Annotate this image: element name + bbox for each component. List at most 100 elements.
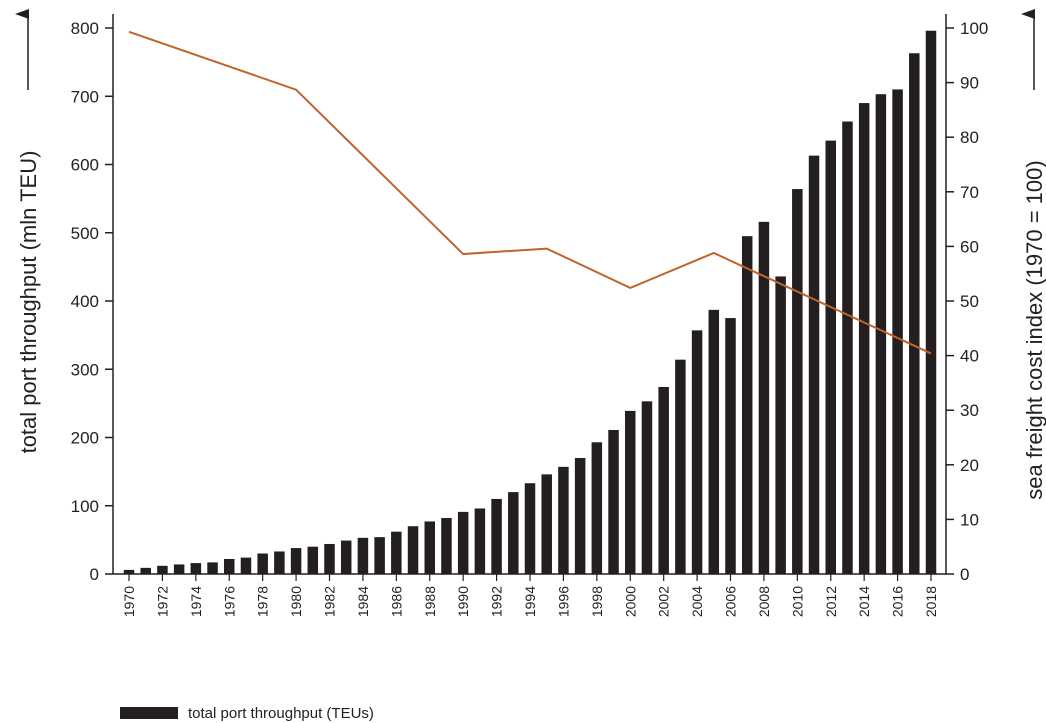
bar-1979	[274, 551, 285, 574]
right-tick-label: 70	[960, 183, 979, 202]
x-tick-label: 1984	[355, 586, 371, 617]
bar-1994	[524, 483, 536, 574]
bar-1993	[508, 492, 519, 574]
bar-1989	[441, 518, 452, 574]
bar-1980	[290, 548, 302, 574]
right-tick-label: 60	[960, 237, 979, 256]
x-tick-label: 1998	[589, 586, 605, 617]
x-tick-label: 2006	[723, 586, 739, 617]
bar-1990	[457, 511, 469, 574]
bar-1972	[157, 565, 168, 574]
right-tick-label: 30	[960, 401, 979, 420]
bar-1981	[307, 546, 319, 574]
right-axis-ticks: 0 10 20 30 40 50 60 70 80 90 100	[946, 19, 988, 584]
right-tick-label: 50	[960, 292, 979, 311]
bar-2002	[658, 387, 669, 574]
x-tick-label: 1978	[255, 586, 271, 617]
bar-1985	[374, 537, 385, 574]
bar-1998	[591, 442, 603, 574]
left-tick-label: 800	[71, 19, 99, 38]
bar-2008	[758, 221, 770, 574]
bar-1975	[207, 562, 218, 574]
line-sea-freight-cost-index	[128, 30, 932, 355]
x-tick-label: 1974	[188, 586, 204, 617]
left-tick-label: 0	[90, 565, 99, 584]
left-tick-label: 700	[71, 87, 99, 106]
bar-1996	[558, 466, 569, 574]
bar-2016	[892, 89, 903, 575]
x-tick-label: 2014	[856, 586, 872, 617]
x-tick-label: 1982	[322, 586, 338, 617]
left-axis-title: total port throughput (mln TEU)	[16, 151, 41, 454]
bar-2004	[691, 330, 703, 574]
bar-2003	[675, 359, 686, 574]
bar-2000	[625, 410, 636, 574]
x-tick-label: 2008	[756, 586, 772, 617]
bar-2013	[842, 121, 853, 574]
left-tick-label: 500	[71, 224, 99, 243]
left-tick-label: 100	[71, 497, 99, 516]
right-tick-label: 90	[960, 74, 979, 93]
right-axis-title: sea freight cost index (1970 = 100)	[1022, 160, 1046, 499]
bar-2011	[808, 155, 820, 574]
bar-2006	[725, 318, 736, 574]
bar-2001	[641, 401, 653, 574]
bar-2018	[925, 30, 937, 575]
line-series	[128, 30, 932, 355]
x-tick-label: 1990	[455, 586, 471, 617]
x-tick-label: 2004	[689, 586, 705, 617]
right-tick-label: 40	[960, 347, 979, 366]
legend: total port throughput (TEUs)	[120, 705, 374, 722]
bar-2007	[741, 236, 753, 574]
bar-2005	[708, 309, 720, 574]
x-tick-label: 2002	[656, 586, 672, 617]
bar-1976	[224, 558, 235, 574]
bar-2017	[909, 53, 920, 574]
left-tick-label: 200	[71, 429, 99, 448]
bar-1988	[424, 521, 435, 574]
left-tick-label: 600	[71, 156, 99, 175]
bar-1999	[608, 429, 619, 574]
x-tick-label: 2012	[823, 586, 839, 617]
left-tick-label: 300	[71, 360, 99, 379]
x-tick-label: 1986	[388, 586, 404, 617]
bar-1983	[340, 540, 352, 574]
x-tick-label: 2018	[923, 586, 939, 617]
legend-swatch-bar	[120, 707, 178, 719]
bar-2009	[775, 276, 786, 574]
x-tick-label: 2000	[622, 586, 638, 617]
x-tick-label: 1988	[422, 586, 438, 617]
x-axis-ticks: 1970 1972 1974 1976 1978 1980 1982 1984 1986 1988…	[121, 574, 939, 617]
right-tick-label: 20	[960, 456, 979, 475]
x-tick-label: 1980	[288, 586, 304, 617]
bar-1978	[257, 553, 268, 574]
bar-series	[123, 30, 937, 575]
bar-1997	[574, 457, 586, 574]
legend-label-bar: total port throughput (TEUs)	[188, 705, 374, 722]
left-axis-ticks: 0 100 200 300 400 500 600 700 800	[71, 19, 113, 584]
bar-1984	[357, 537, 369, 574]
bar-1970	[123, 569, 135, 574]
x-tick-label: 1972	[154, 586, 170, 617]
right-tick-label: 80	[960, 128, 979, 147]
bar-1971	[140, 567, 151, 574]
bar-1977	[240, 557, 252, 574]
bar-1992	[491, 498, 502, 574]
left-tick-label: 400	[71, 292, 99, 311]
x-tick-label: 1976	[221, 586, 237, 617]
x-tick-label: 1994	[522, 586, 538, 617]
right-tick-label: 0	[960, 565, 969, 584]
bar-1995	[541, 474, 552, 574]
bar-1986	[391, 531, 402, 574]
bar-1982	[324, 543, 335, 574]
x-tick-label: 1970	[121, 586, 137, 617]
bar-1973	[173, 564, 185, 574]
x-tick-label: 2016	[890, 586, 906, 617]
x-tick-label: 1992	[489, 586, 505, 617]
bar-1991	[474, 508, 486, 574]
bar-1974	[190, 563, 202, 574]
right-tick-label: 10	[960, 510, 979, 529]
bar-1987	[407, 526, 419, 574]
x-tick-label: 1996	[555, 586, 571, 617]
